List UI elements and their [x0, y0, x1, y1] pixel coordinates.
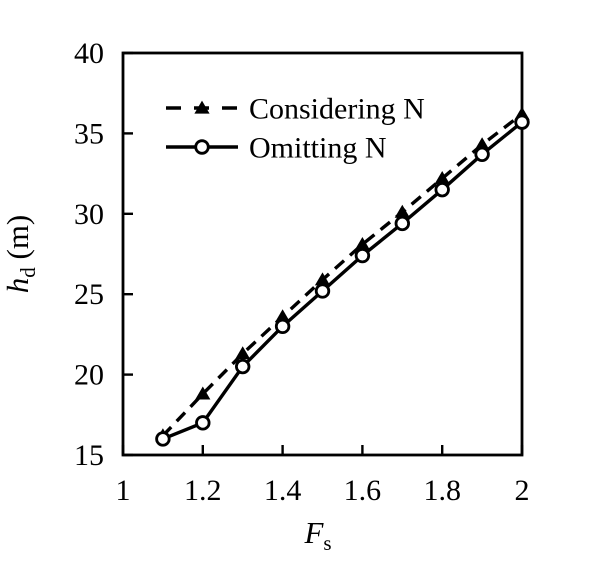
marker-filled-triangle	[275, 309, 291, 323]
x-tick-label: 1.4	[264, 474, 302, 507]
marker-filled-triangle	[394, 204, 410, 218]
y-axis-title-sub: d	[16, 267, 40, 278]
y-tick-label: 25	[74, 278, 104, 311]
x-tick-label: 2	[515, 474, 530, 507]
marker-filled-triangle	[235, 346, 251, 360]
marker-filled-triangle	[474, 137, 490, 151]
y-axis-title: hd (m)	[0, 215, 40, 294]
marker-filled-triangle	[314, 272, 331, 286]
marker-open-circle	[314, 283, 331, 299]
x-axis-title-base: F	[303, 515, 324, 550]
marker-open-circle	[394, 215, 411, 232]
marker-open-circle	[234, 358, 251, 375]
y-tick-label: 35	[74, 117, 104, 150]
legend-label: Considering N	[249, 93, 425, 126]
marker-open-circle	[274, 318, 291, 335]
y-tick-label: 20	[74, 359, 104, 392]
y-axis-title-unit: (m)	[0, 215, 35, 268]
series-line-considering-n	[161, 112, 524, 437]
legend-item-omitting-n: Omitting N	[166, 132, 387, 165]
marker-open-circle	[434, 181, 450, 198]
x-axis-title-sub: s	[323, 531, 331, 555]
marker-filled-triangle	[434, 171, 450, 185]
legend-item-considering-n: Considering N	[166, 93, 425, 126]
y-tick-label: 15	[74, 439, 104, 472]
y-tick-label: 30	[74, 198, 104, 231]
marker-open-circle	[354, 247, 371, 264]
series-line-omitting-n	[162, 120, 524, 441]
x-tick-label: 1.6	[344, 474, 382, 507]
marker-open-circle	[155, 431, 171, 447]
x-tick-label: 1	[116, 474, 131, 507]
marker-filled-triangle	[195, 386, 211, 400]
marker-open-circle	[194, 139, 210, 155]
x-tick-label: 1.2	[184, 474, 222, 507]
plot-border	[121, 51, 524, 457]
y-tick-label: 40	[74, 37, 104, 70]
marker-open-circle	[195, 415, 211, 431]
y-axis-title-base: h	[0, 278, 35, 294]
marker-filled-triangle	[354, 236, 370, 250]
x-axis-title: Fs	[303, 515, 331, 555]
legend-label: Omitting N	[249, 132, 387, 165]
legend: Considering N Omitting N	[166, 93, 425, 165]
marker-filled-triangle	[194, 100, 210, 114]
x-tick-label: 1.8	[423, 474, 461, 507]
series-omitting-n	[155, 114, 530, 447]
marker-open-circle	[514, 114, 530, 130]
marker-open-circle	[474, 146, 490, 163]
